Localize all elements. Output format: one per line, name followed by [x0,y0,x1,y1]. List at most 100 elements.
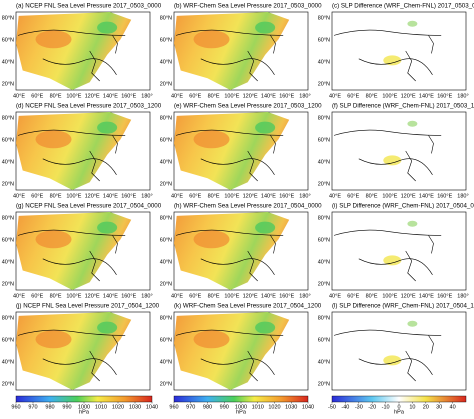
coastline [333,29,442,82]
coastline [175,229,284,282]
lat-label: 80°N [160,215,172,221]
panel-title: (d) NCEP FNL Sea Level Pressure 2017_050… [16,103,162,110]
low-pressure [97,221,118,234]
colorbar-tick-label: 980 [45,404,54,410]
lon-label: 40°E [171,293,183,299]
lon-label: 120°E [401,193,416,199]
colorbar-tick-label: 980 [203,404,212,410]
lon-label: 40°E [13,93,25,99]
panel-title: (g) NCEP FNL Sea Level Pressure 2017_050… [16,203,162,210]
lon-label: 60°E [347,93,359,99]
diff-patch [383,155,402,166]
lon-label: 120°E [85,93,100,99]
colorbar [331,395,467,403]
lon-label: 160°E [279,93,294,99]
lon-label: 80°E [366,293,378,299]
lat-label: 40°N [318,159,330,165]
colorbar-tick-label: 1000 [78,404,90,410]
map-frame [331,111,467,191]
colorbar-tick-label: -40 [341,404,349,410]
lat-label: 60°N [2,337,14,343]
lon-label: 60°E [189,293,201,299]
map-frame [331,311,467,391]
lat-label: 60°N [318,37,330,43]
lon-label: 100°E [382,93,397,99]
lon-label: 140°E [261,293,276,299]
lon-label: 140°E [419,293,434,299]
map-frame [331,11,467,91]
lat-label: 20°N [318,81,330,87]
panel-title: (c) SLP Difference (WRF_Chem-FNL) 2017_0… [332,3,474,10]
lon-label: 120°E [401,293,416,299]
lon-label: 160°E [437,93,452,99]
lat-label: 40°N [318,59,330,65]
lat-label: 20°N [318,181,330,187]
lat-label: 80°N [2,15,14,21]
lon-label: 140°E [419,93,434,99]
lon-label: 140°E [103,193,118,199]
lon-label: 160°E [279,293,294,299]
panel-title: (l) SLP Difference (WRF_Chem-FNL) 2017_0… [332,303,474,310]
lon-label: 60°E [31,193,43,199]
lon-label: 160°E [121,93,136,99]
high-pressure [193,230,230,249]
high-pressure [35,30,72,49]
lat-label: 80°N [318,315,330,321]
colorbar-unit: hPa [394,409,405,414]
lon-label: 60°E [189,193,201,199]
lat-label: 40°N [160,159,172,165]
lat-label: 80°N [318,215,330,221]
lat-label: 20°N [160,81,172,87]
lat-label: 60°N [160,37,172,43]
lat-label: 20°N [160,381,172,387]
panel-title: (h) WRF-Chem Sea Level Pressure 2017_050… [174,203,322,210]
lon-label: 140°E [419,193,434,199]
lon-label: 120°E [401,93,416,99]
lat-label: 20°N [2,181,14,187]
high-pressure [35,130,72,149]
lat-label: 80°N [160,315,172,321]
lon-label: 40°E [329,193,341,199]
lat-label: 40°N [160,59,172,65]
coastline [175,29,284,82]
low-pressure [255,121,276,134]
lon-label: 80°E [208,293,220,299]
lon-label: 140°E [103,293,118,299]
lon-label: 180° [141,293,152,299]
lat-label: 60°N [2,37,14,43]
colorbar-tick-label: 1040 [146,404,158,410]
diff-patch [383,355,402,366]
coastline [17,329,126,382]
lon-label: 80°E [208,193,220,199]
lat-label: 80°N [2,315,14,321]
panel-title: (b) WRF-Chem Sea Level Pressure 2017_050… [174,3,322,10]
lon-label: 40°E [171,193,183,199]
lat-label: 80°N [318,15,330,21]
colorbar [173,395,309,403]
high-pressure [193,330,230,349]
lat-label: 80°N [2,215,14,221]
high-pressure [193,30,230,49]
lon-label: 160°E [121,193,136,199]
lon-label: 40°E [13,193,25,199]
lat-label: 60°N [318,237,330,243]
diff-patch [383,55,402,66]
lon-label: 40°E [329,93,341,99]
lon-label: 80°E [208,93,220,99]
colorbar-tick-label: 960 [11,404,20,410]
lon-label: 180° [141,93,152,99]
colorbar-tick-label: 990 [220,404,229,410]
lon-label: 100°E [66,93,81,99]
colorbar-tick-label: 1000 [235,404,247,410]
colorbar-tick-label: -30 [355,404,363,410]
panel-title: (i) SLP Difference (WRF_Chem-FNL) 2017_0… [332,203,474,210]
lon-label: 100°E [66,293,81,299]
lon-label: 160°E [121,293,136,299]
lon-label: 80°E [50,193,62,199]
lon-label: 40°E [13,293,25,299]
lon-label: 160°E [437,193,452,199]
high-pressure [35,230,72,249]
colorbar-tick-label: 10 [409,404,415,410]
lon-label: 60°E [31,293,43,299]
